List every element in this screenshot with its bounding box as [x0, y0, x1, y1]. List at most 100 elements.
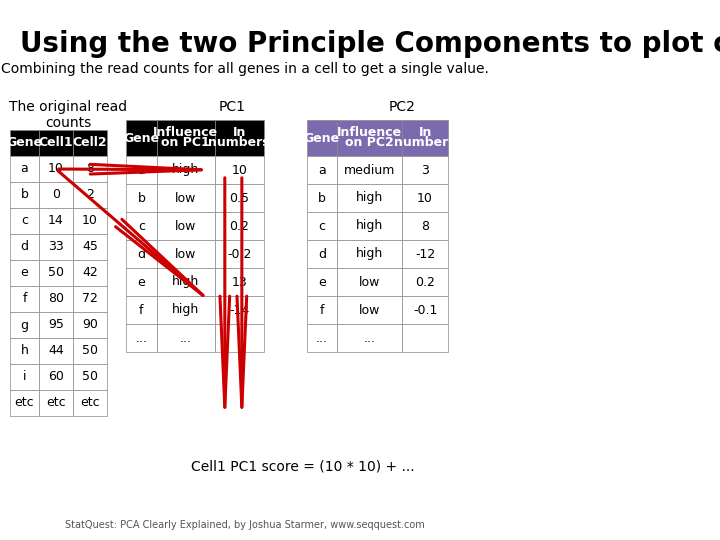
Text: Combining the read counts for all genes in a cell to get a single value.: Combining the read counts for all genes … — [1, 62, 489, 76]
Text: low: low — [359, 275, 380, 288]
Bar — [10, 234, 39, 260]
Text: h: h — [21, 345, 29, 357]
Text: low: low — [175, 247, 197, 260]
Bar — [157, 156, 215, 184]
Text: 13: 13 — [231, 275, 247, 288]
Text: 33: 33 — [48, 240, 64, 253]
Bar — [73, 234, 107, 260]
Bar — [10, 338, 39, 364]
Bar — [402, 120, 449, 156]
Text: 8: 8 — [86, 163, 94, 176]
Bar — [157, 240, 215, 268]
Text: 50: 50 — [82, 345, 98, 357]
Text: a: a — [21, 163, 28, 176]
Text: numbers: numbers — [395, 137, 456, 150]
Text: f: f — [139, 303, 143, 316]
Bar — [126, 212, 157, 240]
Bar — [307, 184, 337, 212]
Bar — [337, 184, 402, 212]
Bar — [10, 312, 39, 338]
Bar — [39, 338, 73, 364]
Text: Influence: Influence — [153, 126, 218, 139]
Bar — [10, 156, 39, 182]
Text: b: b — [318, 192, 326, 205]
Bar — [215, 212, 264, 240]
Text: a: a — [318, 164, 325, 177]
Text: g: g — [21, 319, 29, 332]
Text: Cell1: Cell1 — [39, 137, 73, 150]
Text: e: e — [21, 267, 28, 280]
Text: 10: 10 — [417, 192, 433, 205]
Bar — [39, 390, 73, 416]
Text: Gene: Gene — [123, 132, 159, 145]
Text: high: high — [172, 164, 199, 177]
Text: -0.1: -0.1 — [413, 303, 437, 316]
Text: on PC1: on PC1 — [161, 137, 210, 150]
Text: f: f — [320, 303, 324, 316]
Text: d: d — [138, 247, 145, 260]
Text: Influence: Influence — [337, 126, 402, 139]
Bar — [39, 156, 73, 182]
Bar — [10, 364, 39, 390]
Bar — [215, 324, 264, 352]
Bar — [215, 240, 264, 268]
Bar — [402, 184, 449, 212]
Bar — [73, 312, 107, 338]
Text: ...: ... — [316, 332, 328, 345]
Text: e: e — [138, 275, 145, 288]
Bar — [39, 286, 73, 312]
Bar — [215, 120, 264, 156]
Text: a: a — [138, 164, 145, 177]
Bar — [337, 212, 402, 240]
Text: high: high — [356, 247, 383, 260]
Bar — [73, 364, 107, 390]
Bar — [157, 296, 215, 324]
Text: e: e — [318, 275, 325, 288]
Bar — [10, 208, 39, 234]
Text: 10: 10 — [48, 163, 64, 176]
Text: ...: ... — [135, 332, 148, 345]
Text: on PC2: on PC2 — [345, 137, 394, 150]
Bar — [337, 120, 402, 156]
Text: 10: 10 — [231, 164, 247, 177]
Bar — [39, 208, 73, 234]
Text: low: low — [175, 192, 197, 205]
Bar — [126, 324, 157, 352]
Bar — [307, 212, 337, 240]
Bar — [10, 390, 39, 416]
Bar — [337, 324, 402, 352]
Bar — [39, 182, 73, 208]
Text: low: low — [359, 303, 380, 316]
Bar — [307, 240, 337, 268]
Bar — [39, 260, 73, 286]
Text: etc: etc — [80, 396, 100, 409]
Bar — [157, 212, 215, 240]
Text: Gene: Gene — [6, 137, 42, 150]
Text: medium: medium — [344, 164, 395, 177]
Text: b: b — [21, 188, 29, 201]
Bar — [307, 120, 337, 156]
Text: high: high — [356, 192, 383, 205]
Bar — [215, 184, 264, 212]
Bar — [402, 296, 449, 324]
Text: 95: 95 — [48, 319, 64, 332]
Bar — [126, 156, 157, 184]
Text: Gene: Gene — [304, 132, 340, 145]
Text: The original read
counts: The original read counts — [9, 100, 127, 130]
Text: 2: 2 — [86, 188, 94, 201]
Bar — [73, 156, 107, 182]
Bar — [39, 312, 73, 338]
Text: In: In — [418, 126, 432, 139]
Bar — [126, 268, 157, 296]
Bar — [402, 324, 449, 352]
Text: low: low — [175, 219, 197, 233]
Bar — [307, 268, 337, 296]
Text: PC2: PC2 — [389, 100, 415, 114]
Text: 72: 72 — [82, 293, 98, 306]
Text: -12: -12 — [415, 247, 435, 260]
Text: etc: etc — [14, 396, 35, 409]
Text: 45: 45 — [82, 240, 98, 253]
Text: Cell2: Cell2 — [73, 137, 107, 150]
Text: 80: 80 — [48, 293, 64, 306]
Text: 0.2: 0.2 — [229, 219, 249, 233]
